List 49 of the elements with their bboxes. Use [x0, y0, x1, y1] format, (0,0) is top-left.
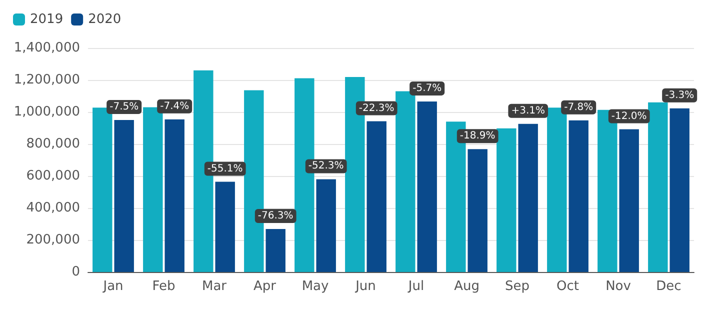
y-tick-label: 1,000,000 [14, 104, 80, 120]
annotation: -3.3% [665, 90, 694, 101]
x-tick-label: Jun [354, 279, 376, 294]
annotation: -7.8% [564, 102, 594, 113]
bar [568, 120, 588, 272]
annotation: -12.0% [611, 110, 647, 122]
annotation: -7.5% [110, 102, 139, 112]
bar [366, 121, 386, 272]
annotation: -52.3% [308, 160, 344, 172]
y-tick-label: 400,000 [26, 200, 80, 216]
y-tick-label: 800,000 [26, 136, 80, 152]
bar [496, 128, 516, 272]
bar [266, 228, 286, 272]
x-tick-label: Mar [202, 279, 228, 294]
x-tick-label: Jan [102, 279, 124, 294]
x-tick-label: Nov [606, 279, 632, 294]
annotation: -76.3% [258, 210, 294, 222]
annotation: -55.1% [207, 163, 243, 174]
x-tick-label: Feb [152, 279, 176, 294]
x-tick-label: Jul [407, 279, 424, 294]
y-tick-label: 200,000 [26, 232, 80, 248]
bar [518, 124, 538, 272]
bar [215, 182, 235, 272]
legend-label: 2020 [88, 12, 122, 27]
annotation: -18.9% [460, 130, 496, 142]
y-tick-label: 1,400,000 [14, 40, 80, 56]
bar [468, 149, 488, 272]
y-tick-label: 0 [72, 264, 80, 280]
annotation: -7.4% [160, 100, 190, 112]
annotation: -22.3% [358, 102, 394, 114]
bar [396, 91, 416, 272]
bar [670, 108, 690, 272]
y-tick-label: 600,000 [26, 168, 80, 184]
bar [417, 101, 437, 272]
x-tick-label: Apr [254, 279, 277, 294]
x-tick-label: May [302, 279, 329, 294]
bar [619, 129, 639, 272]
x-tick-label: Aug [454, 279, 480, 294]
x-tick-label: Oct [556, 279, 579, 294]
annotation: +3.1% [511, 105, 545, 116]
annotation: -5.7% [412, 82, 442, 94]
bar [648, 102, 668, 272]
bar [164, 119, 184, 272]
bar [114, 120, 134, 272]
bar [316, 179, 336, 272]
y-tick-label: 1,200,000 [14, 72, 80, 88]
x-tick-label: Sep [504, 279, 530, 294]
x-tick-label: Dec [656, 279, 682, 294]
legend-label: 2019 [30, 12, 64, 27]
